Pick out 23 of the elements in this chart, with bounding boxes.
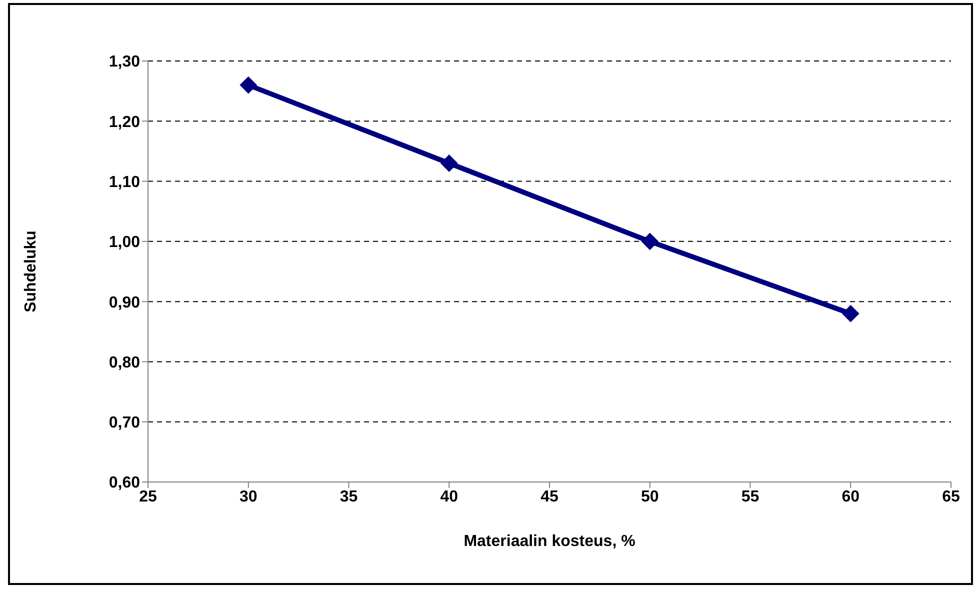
x-axis-title: Materiaalin kosteus, % — [464, 533, 636, 550]
point — [240, 76, 257, 94]
y-tick-label: 1,20 — [108, 114, 140, 131]
x-tick-label: 55 — [741, 488, 760, 506]
x-tick-label: 35 — [340, 488, 358, 506]
y-tick-label: 0,70 — [108, 414, 140, 432]
y-tick-label: 1,30 — [108, 54, 140, 71]
x-tick-label: 50 — [640, 488, 659, 506]
x-tick-label: 30 — [239, 488, 258, 506]
point — [842, 305, 860, 322]
x-tick-label: 40 — [440, 488, 458, 506]
point — [641, 232, 658, 250]
point — [440, 154, 458, 172]
y-tick-label: 0,60 — [108, 474, 140, 492]
x-tick-label: 65 — [942, 488, 960, 506]
y-tick-label: 1,10 — [108, 174, 140, 191]
x-tick-label: 60 — [842, 488, 860, 506]
y-tick-label: 0,90 — [108, 294, 140, 312]
y-tick-label: 1,00 — [108, 234, 140, 252]
y-tick-label: 0,80 — [108, 354, 140, 372]
x-tick-label: 25 — [139, 488, 157, 506]
y-axis-title: Suhdeluku — [22, 230, 40, 312]
x-tick-label: 45 — [540, 488, 558, 506]
